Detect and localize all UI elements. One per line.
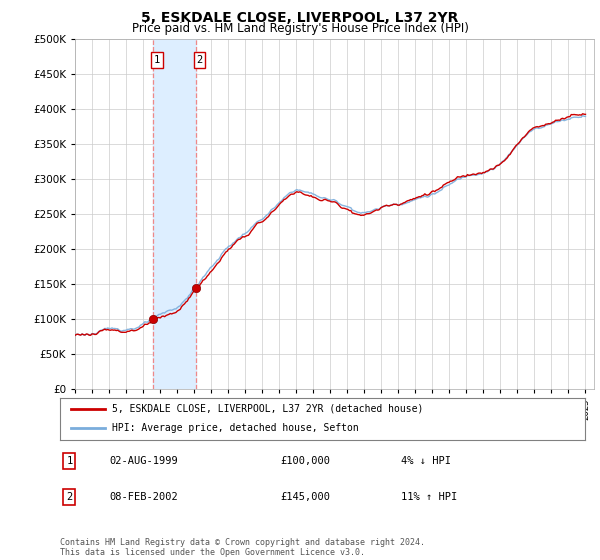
Bar — [153, 39, 196, 389]
Text: 5, ESKDALE CLOSE, LIVERPOOL, L37 2YR: 5, ESKDALE CLOSE, LIVERPOOL, L37 2YR — [142, 11, 458, 25]
Text: HPI: Average price, detached house, Sefton: HPI: Average price, detached house, Seft… — [113, 423, 359, 433]
Text: 08-FEB-2002: 08-FEB-2002 — [110, 492, 179, 502]
Text: 2: 2 — [66, 492, 73, 502]
Text: 5, ESKDALE CLOSE, LIVERPOOL, L37 2YR (detached house): 5, ESKDALE CLOSE, LIVERPOOL, L37 2YR (de… — [113, 404, 424, 414]
Text: 1: 1 — [66, 456, 73, 466]
Text: 02-AUG-1999: 02-AUG-1999 — [110, 456, 179, 466]
Text: Price paid vs. HM Land Registry's House Price Index (HPI): Price paid vs. HM Land Registry's House … — [131, 22, 469, 35]
Text: Contains HM Land Registry data © Crown copyright and database right 2024.
This d: Contains HM Land Registry data © Crown c… — [60, 538, 425, 557]
Text: £100,000: £100,000 — [281, 456, 331, 466]
Text: 11% ↑ HPI: 11% ↑ HPI — [401, 492, 458, 502]
Text: £145,000: £145,000 — [281, 492, 331, 502]
Text: 4% ↓ HPI: 4% ↓ HPI — [401, 456, 451, 466]
Text: 1: 1 — [154, 55, 160, 65]
Text: 2: 2 — [196, 55, 203, 65]
